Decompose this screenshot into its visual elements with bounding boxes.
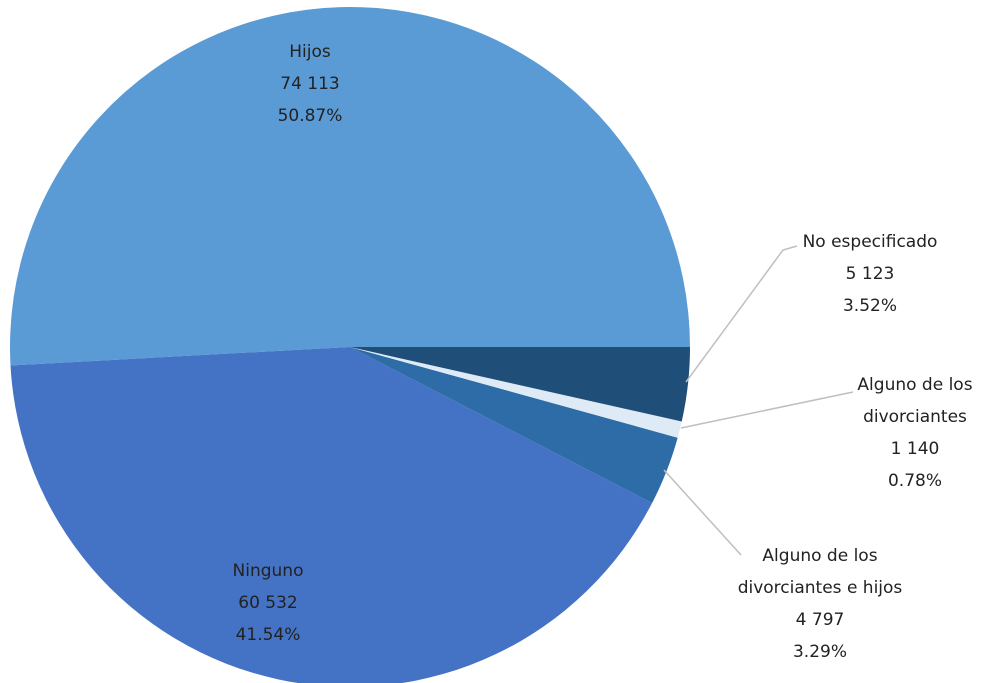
pie-slice bbox=[350, 347, 678, 504]
leader-line bbox=[680, 391, 854, 429]
leader-line bbox=[685, 245, 798, 383]
percentage-label: 41.54% bbox=[236, 625, 301, 645]
category-label: Alguno de los divorciantes e hijos bbox=[738, 546, 903, 598]
value-label: 5 123 bbox=[846, 264, 895, 284]
percentage-label: 3.29% bbox=[793, 642, 847, 662]
pie-slice bbox=[350, 347, 682, 438]
pie-slice bbox=[10, 7, 690, 366]
category-label: Hijos bbox=[289, 42, 331, 62]
value-label: 60 532 bbox=[238, 593, 297, 613]
value-label: 74 113 bbox=[280, 74, 339, 94]
percentage-label: 0.78% bbox=[888, 471, 942, 491]
leader-line bbox=[663, 469, 742, 556]
percentage-label: 3.52% bbox=[843, 296, 897, 316]
category-label: Ninguno bbox=[233, 561, 304, 581]
pie-slice bbox=[350, 347, 690, 422]
value-label: 1 140 bbox=[891, 439, 940, 459]
pie-slice bbox=[10, 347, 653, 683]
category-label: Alguno de los divorciantes bbox=[857, 375, 972, 427]
percentage-label: 50.87% bbox=[278, 106, 343, 126]
category-label: No especificado bbox=[803, 232, 938, 252]
value-label: 4 797 bbox=[796, 610, 845, 630]
